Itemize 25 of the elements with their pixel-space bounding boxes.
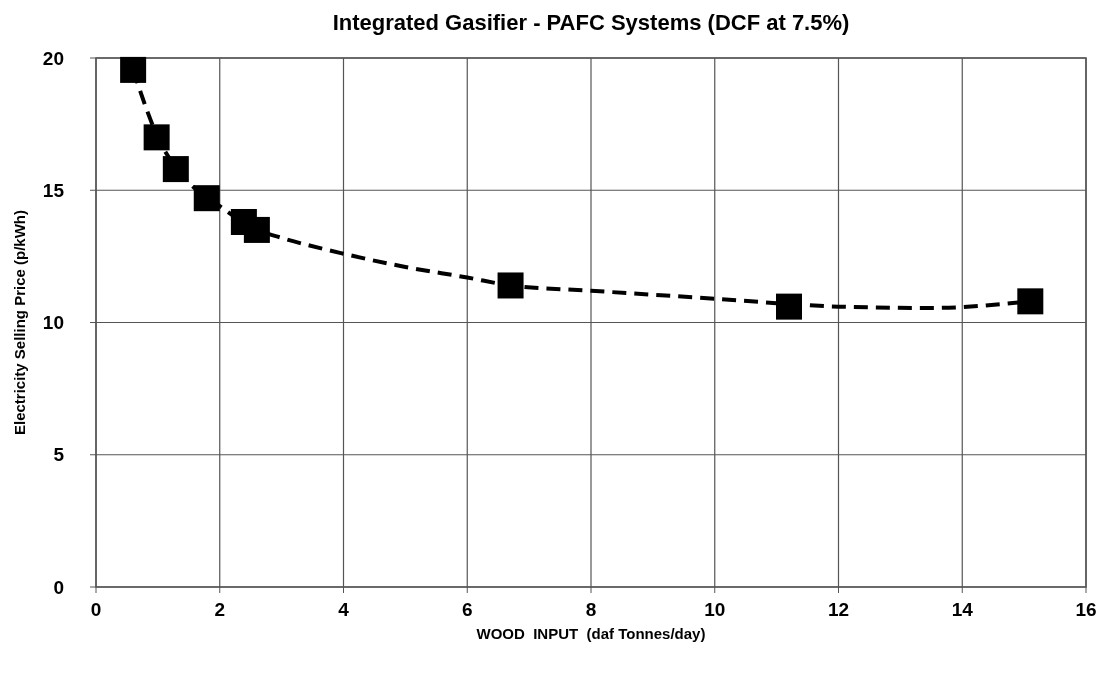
point	[497, 272, 524, 299]
point	[120, 56, 147, 83]
point	[776, 293, 802, 320]
x-axis-title: WOOD INPUT (daf Tonnes/day)	[476, 625, 706, 642]
x-tick-label: 6	[461, 599, 473, 620]
x-tick-label: 12	[827, 599, 850, 620]
chart-title: Integrated Gasifier - PAFC Systems (DCF at 7.5%)	[332, 10, 850, 35]
point	[243, 216, 270, 243]
point	[162, 156, 189, 183]
point	[193, 185, 220, 212]
point	[1017, 288, 1044, 315]
y-tick-label: 5	[53, 444, 65, 466]
point	[143, 124, 170, 151]
y-tick-label: 10	[42, 312, 64, 334]
x-tick-label: 0	[90, 599, 102, 620]
y-tick-label: 0	[53, 576, 64, 598]
x-tick-label: 8	[585, 599, 597, 620]
y-axis-title: Electricity Selling Price (p/kWh)	[11, 209, 28, 436]
y-tick-label: 20	[42, 47, 64, 69]
x-tick-label: 4	[338, 599, 350, 620]
x-tick-label: 2	[214, 599, 226, 620]
x-tick-label: 14	[951, 599, 974, 620]
y-tick-label: 15	[42, 179, 65, 201]
x-tick-label: 16	[1075, 599, 1097, 620]
x-tick-label: 10	[704, 599, 726, 620]
